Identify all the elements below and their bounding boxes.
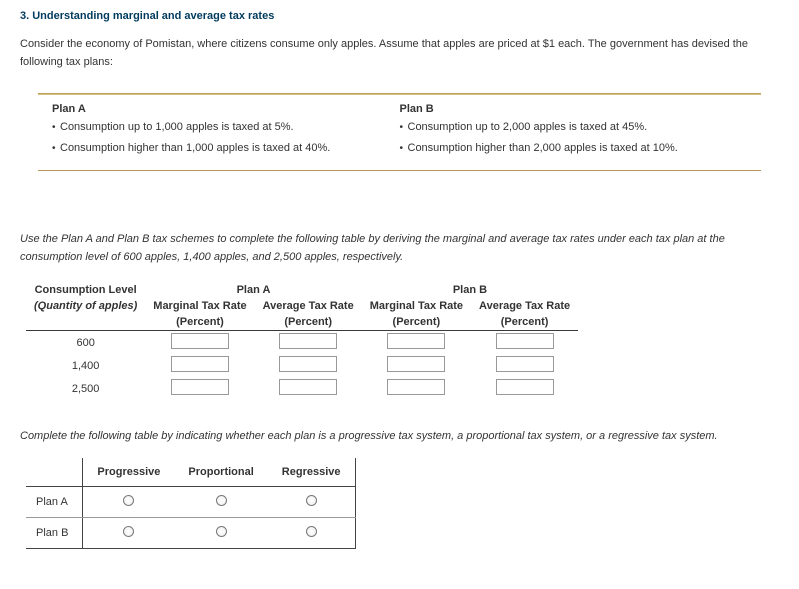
radio-plan-b-progressive[interactable]	[123, 526, 134, 537]
bullet-text: Consumption higher than 1,000 apples is …	[60, 140, 330, 157]
rate-input[interactable]	[387, 333, 445, 349]
table-row: 1,400	[26, 354, 578, 377]
rate-input[interactable]	[496, 356, 554, 372]
radio-plan-b-proportional[interactable]	[216, 526, 227, 537]
bullet-text: Consumption up to 2,000 apples is taxed …	[408, 119, 648, 136]
radio-plan-a-regressive[interactable]	[306, 495, 317, 506]
instruction-2: Complete the following table by indicati…	[20, 428, 779, 446]
rate-input[interactable]	[171, 333, 229, 349]
col-subheader-marginal-b: Marginal Tax Rate	[362, 298, 471, 314]
col-header-proportional: Proportional	[174, 458, 267, 487]
table-row: 600	[26, 331, 578, 355]
unit-label: (Percent)	[145, 314, 254, 331]
bullet-icon: •	[400, 140, 408, 156]
col-subheader-average-a: Average Tax Rate	[255, 298, 362, 314]
unit-label: (Percent)	[471, 314, 578, 331]
consumption-value: 2,500	[26, 377, 145, 400]
unit-label: (Percent)	[362, 314, 471, 331]
rule-bottom	[38, 170, 761, 171]
consumption-value: 1,400	[26, 354, 145, 377]
question-heading: 3. Understanding marginal and average ta…	[20, 10, 779, 22]
consumption-value: 600	[26, 331, 145, 355]
rates-table: Consumption Level Plan A Plan B (Quantit…	[26, 282, 578, 400]
plan-b-bullet: • Consumption higher than 2,000 apples i…	[400, 140, 748, 157]
row-header-plan-b: Plan B	[26, 517, 83, 548]
plan-a-column: Plan A • Consumption up to 1,000 apples …	[52, 103, 400, 160]
table-row: 2,500	[26, 377, 578, 400]
col-header-regressive: Regressive	[268, 458, 355, 487]
col-header-progressive: Progressive	[83, 458, 174, 487]
col-subheader-qty: (Quantity of apples)	[26, 298, 145, 314]
rate-input[interactable]	[279, 379, 337, 395]
instruction-1: Use the Plan A and Plan B tax schemes to…	[20, 231, 779, 266]
bullet-icon: •	[52, 140, 60, 156]
rate-input[interactable]	[279, 356, 337, 372]
col-subheader-average-b: Average Tax Rate	[471, 298, 578, 314]
classify-table: Progressive Proportional Regressive Plan…	[26, 458, 356, 549]
intro-text: Consider the economy of Pomistan, where …	[20, 36, 779, 71]
col-subheader-marginal-a: Marginal Tax Rate	[145, 298, 254, 314]
bullet-icon: •	[52, 119, 60, 135]
table-row: Plan B	[26, 517, 355, 548]
col-header-consumption: Consumption Level	[26, 282, 145, 298]
radio-plan-b-regressive[interactable]	[306, 526, 317, 537]
row-header-plan-a: Plan A	[26, 486, 83, 517]
rate-input[interactable]	[496, 379, 554, 395]
unit-label: (Percent)	[255, 314, 362, 331]
plan-b-column: Plan B • Consumption up to 2,000 apples …	[400, 103, 748, 160]
rate-input[interactable]	[387, 356, 445, 372]
rate-input[interactable]	[171, 356, 229, 372]
col-header-plan-a: Plan A	[145, 282, 361, 298]
bullet-icon: •	[400, 119, 408, 135]
rate-input[interactable]	[387, 379, 445, 395]
plan-a-title: Plan A	[52, 103, 400, 115]
plan-b-bullet: • Consumption up to 2,000 apples is taxe…	[400, 119, 748, 136]
plan-b-title: Plan B	[400, 103, 748, 115]
radio-plan-a-proportional[interactable]	[216, 495, 227, 506]
plan-a-bullet: • Consumption up to 1,000 apples is taxe…	[52, 119, 400, 136]
rate-input[interactable]	[279, 333, 337, 349]
col-header-plan-b: Plan B	[362, 282, 578, 298]
bullet-text: Consumption higher than 2,000 apples is …	[408, 140, 678, 157]
radio-plan-a-progressive[interactable]	[123, 495, 134, 506]
rate-input[interactable]	[496, 333, 554, 349]
plans-box: Plan A • Consumption up to 1,000 apples …	[38, 93, 761, 171]
table-row: Plan A	[26, 486, 355, 517]
rate-input[interactable]	[171, 379, 229, 395]
bullet-text: Consumption up to 1,000 apples is taxed …	[60, 119, 294, 136]
plan-a-bullet: • Consumption higher than 1,000 apples i…	[52, 140, 400, 157]
